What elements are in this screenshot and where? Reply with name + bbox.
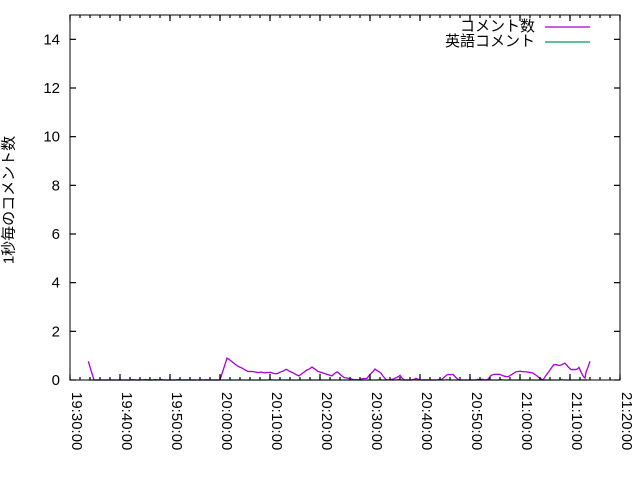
svg-text:19:40:00: 19:40:00 <box>118 392 135 450</box>
svg-text:1秒毎のコメント数: 1秒毎のコメント数 <box>1 136 18 264</box>
svg-text:2: 2 <box>52 323 60 340</box>
svg-text:21:00:00: 21:00:00 <box>518 392 535 450</box>
svg-text:19:30:00: 19:30:00 <box>68 392 85 450</box>
svg-text:20:10:00: 20:10:00 <box>268 392 285 450</box>
svg-text:14: 14 <box>43 31 60 48</box>
svg-text:20:50:00: 20:50:00 <box>468 392 485 450</box>
svg-text:6: 6 <box>52 226 60 243</box>
svg-text:英語コメント: 英語コメント <box>445 32 535 50</box>
svg-text:0: 0 <box>52 372 60 389</box>
svg-text:21:20:00: 21:20:00 <box>618 392 635 450</box>
svg-text:21:10:00: 21:10:00 <box>568 392 585 450</box>
svg-text:20:20:00: 20:20:00 <box>318 392 335 450</box>
svg-text:12: 12 <box>43 80 60 97</box>
svg-text:8: 8 <box>52 177 60 194</box>
svg-text:20:00:00: 20:00:00 <box>218 392 235 450</box>
svg-text:20:30:00: 20:30:00 <box>368 392 385 450</box>
svg-text:10: 10 <box>43 129 60 146</box>
svg-text:19:50:00: 19:50:00 <box>168 392 185 450</box>
svg-text:20:40:00: 20:40:00 <box>418 392 435 450</box>
svg-text:4: 4 <box>52 275 60 292</box>
